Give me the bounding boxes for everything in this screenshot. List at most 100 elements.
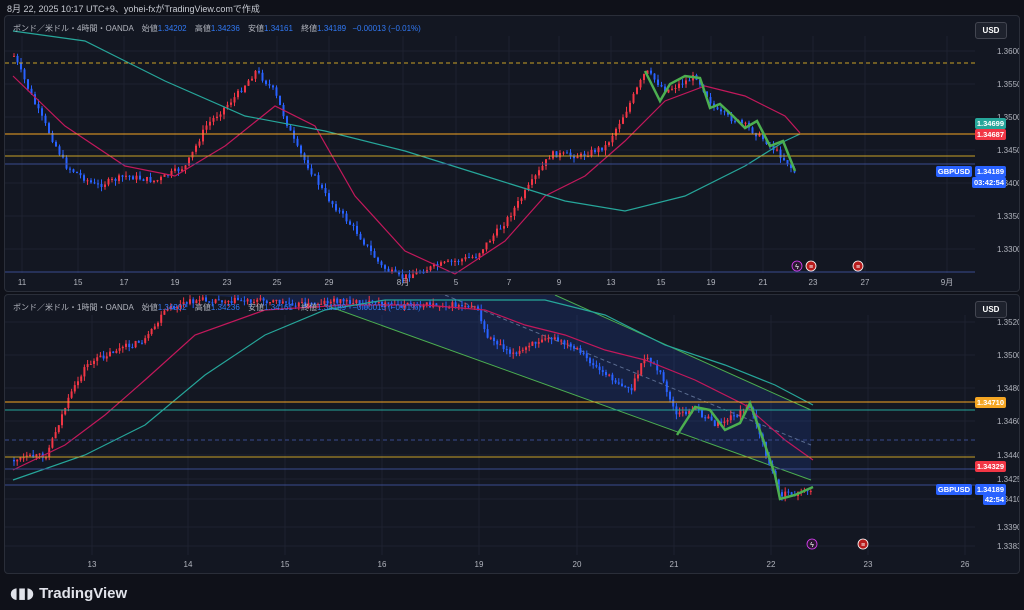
candle-body [550, 338, 553, 340]
bottom-candlestick-chart[interactable]: 1.35200 1.35000 1.34800 1.34600 1.34400 1.342… [5, 295, 1019, 573]
candle-body [496, 341, 499, 345]
price-tick-label: 1.33900 [997, 523, 1019, 532]
candle-body [320, 303, 323, 305]
candle-body [377, 301, 380, 303]
candle-body [27, 79, 29, 89]
top-chart-legend: ポンド／米ドル・4時間・OANDA 始値1.34202 高値1.34236 安値… [13, 24, 421, 33]
candle-body [65, 157, 68, 169]
candle-body [809, 490, 812, 492]
candle-body [244, 85, 246, 93]
candle-body [182, 302, 185, 305]
candle-body [541, 339, 543, 343]
candle-body [473, 306, 476, 308]
candle-body [464, 257, 467, 260]
channel-upper-line [554, 295, 812, 411]
time-tick-label: 9月 [941, 278, 953, 287]
top-chart-pane[interactable]: 1.36000 1.35500 1.35000 1.34500 1.34000 1.335… [4, 15, 1020, 292]
candle-body [335, 204, 337, 211]
candle-body [608, 142, 610, 146]
candle-body [326, 300, 329, 304]
candle-body [405, 274, 407, 279]
candle-body [762, 133, 764, 140]
tradingview-logo[interactable]: ◖▮◗ TradingView [10, 584, 128, 602]
candle-body [493, 337, 495, 342]
candle-body [403, 304, 406, 308]
candle-body [674, 87, 677, 89]
candle-body [729, 415, 732, 421]
candle-body [605, 372, 607, 375]
candle-body [269, 302, 271, 304]
candle-body [726, 420, 729, 422]
candle-body [201, 297, 204, 300]
candle-body [734, 121, 736, 123]
candle-body [100, 183, 103, 187]
time-tick-label: 26 [961, 560, 970, 569]
candle-body [618, 123, 621, 129]
lightning-icon-glyph: ϟ [810, 542, 814, 549]
candle-body [208, 301, 211, 303]
candle-body [93, 182, 96, 184]
candle-body [496, 228, 498, 236]
candle-body [518, 350, 521, 354]
candle-body [217, 299, 220, 301]
candle-body [457, 305, 460, 307]
candle-body [169, 305, 172, 309]
candle-body [13, 55, 15, 57]
currency-button[interactable]: USD [975, 22, 1007, 39]
channel-lower-line [324, 304, 812, 481]
candle-body [310, 168, 313, 175]
bottom-chart-pane[interactable]: 1.35200 1.35000 1.34800 1.34600 1.34400 1.342… [4, 294, 1020, 574]
candle-body [230, 301, 233, 303]
candle-body [583, 153, 586, 157]
candle-body [566, 343, 569, 345]
bottom-chart-legend: ポンド／米ドル・1時間・OANDA 始値1.34202 高値1.34236 安値… [13, 303, 421, 312]
footer-bar: ◖▮◗ TradingView [0, 578, 1024, 610]
candle-body [569, 152, 572, 156]
top-candlestick-chart[interactable]: 1.36000 1.35500 1.35000 1.34500 1.34000 1.335… [5, 16, 1019, 291]
candle-body [531, 179, 533, 185]
candle-body [517, 201, 519, 208]
candle-body [587, 156, 589, 158]
current-price-tag: 1.34189 [974, 166, 1006, 177]
candle-body [278, 299, 281, 304]
candle-body [701, 410, 703, 418]
currency-button-bottom[interactable]: USD [975, 301, 1007, 318]
candle-body [783, 158, 785, 161]
candle-body [349, 300, 351, 304]
candle-body [307, 302, 310, 308]
time-tick-label: 23 [223, 278, 232, 287]
candle-body [355, 300, 358, 303]
candle-body [422, 305, 425, 308]
candle-body [720, 421, 723, 423]
candle-body [69, 168, 71, 170]
time-tick-label: 14 [184, 560, 193, 569]
candle-body [45, 457, 47, 459]
candle-body [254, 70, 257, 79]
time-tick-label: 21 [759, 278, 768, 287]
candle-body [534, 341, 537, 344]
time-tick-label: 15 [657, 278, 666, 287]
candle-body [356, 225, 358, 234]
candle-body [212, 117, 215, 122]
candle-body [443, 261, 446, 263]
candle-body [440, 262, 442, 266]
candle-body [528, 345, 531, 348]
candle-body [23, 69, 26, 80]
candle-body [580, 153, 582, 157]
candle-body [333, 298, 335, 302]
candle-body [114, 178, 117, 181]
channel-mid-line [444, 295, 812, 446]
candle-body [181, 169, 183, 172]
candle-body [301, 302, 303, 304]
candle-body [109, 351, 111, 357]
candle-body [331, 201, 334, 205]
candle-body [408, 274, 411, 279]
candle-body [192, 299, 195, 304]
candle-body [233, 97, 236, 103]
candle-body [629, 102, 631, 112]
candle-body [433, 264, 435, 267]
candle-body [699, 79, 701, 85]
price-tick-label: 1.34250 [997, 475, 1019, 484]
candle-body [573, 155, 575, 159]
candle-body [281, 301, 284, 304]
